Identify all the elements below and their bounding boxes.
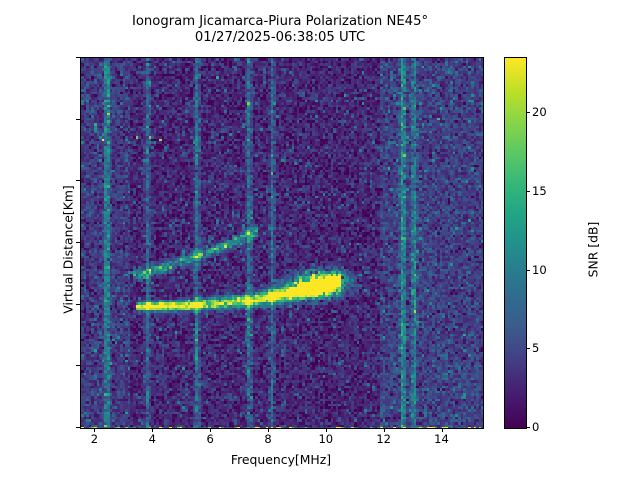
y-tick-mark [76, 303, 80, 305]
x-tick-mark [152, 428, 154, 432]
colorbar-tick-label-0: 0 [532, 420, 540, 434]
y-tick-mark [76, 365, 80, 367]
x-tick-label-2: 2 [90, 432, 99, 446]
colorbar-tick-label-15: 15 [532, 183, 547, 198]
y-tick-mark [76, 57, 80, 58]
x-tick-mark [441, 428, 443, 432]
x-tick-label-14: 14 [434, 432, 449, 446]
x-tick-mark [383, 428, 385, 432]
colorbar-tick-mark [526, 348, 530, 350]
colorbar-tick-label-20: 20 [532, 105, 547, 120]
colorbar-tick-mark [526, 269, 530, 271]
ionogram-heatmap-canvas [81, 58, 483, 428]
x-tick-label-4: 4 [148, 432, 156, 446]
colorbar [504, 57, 527, 429]
x-tick-mark [325, 428, 327, 432]
y-tick-mark [76, 242, 80, 243]
y-tick-mark [76, 180, 80, 182]
x-tick-label-10: 10 [318, 432, 334, 446]
y-tick-mark [76, 118, 80, 120]
x-tick-label-12: 12 [376, 432, 391, 446]
colorbar-tick-label-5: 5 [532, 341, 540, 356]
x-tick-label-6: 6 [206, 432, 214, 446]
y-axis-label: Virtual Distance[Km] [60, 185, 76, 314]
x-tick-label-8: 8 [264, 432, 272, 446]
colorbar-tick-mark [526, 190, 530, 192]
colorbar-label: SNR [dB] [585, 221, 601, 278]
colorbar-tick-mark [526, 427, 530, 428]
x-axis-label: Frequency[MHz] [230, 452, 332, 467]
x-tick-mark [94, 428, 96, 432]
x-tick-mark [267, 428, 269, 432]
chart-title: Ionogram Jicamarca-Piura Polarization NE… [131, 14, 429, 45]
x-tick-mark [210, 428, 212, 432]
colorbar-tick-mark [526, 112, 530, 114]
colorbar-tick-label-10: 10 [532, 262, 547, 277]
y-tick-mark [76, 427, 80, 428]
heatmap-plot-area [80, 57, 484, 429]
